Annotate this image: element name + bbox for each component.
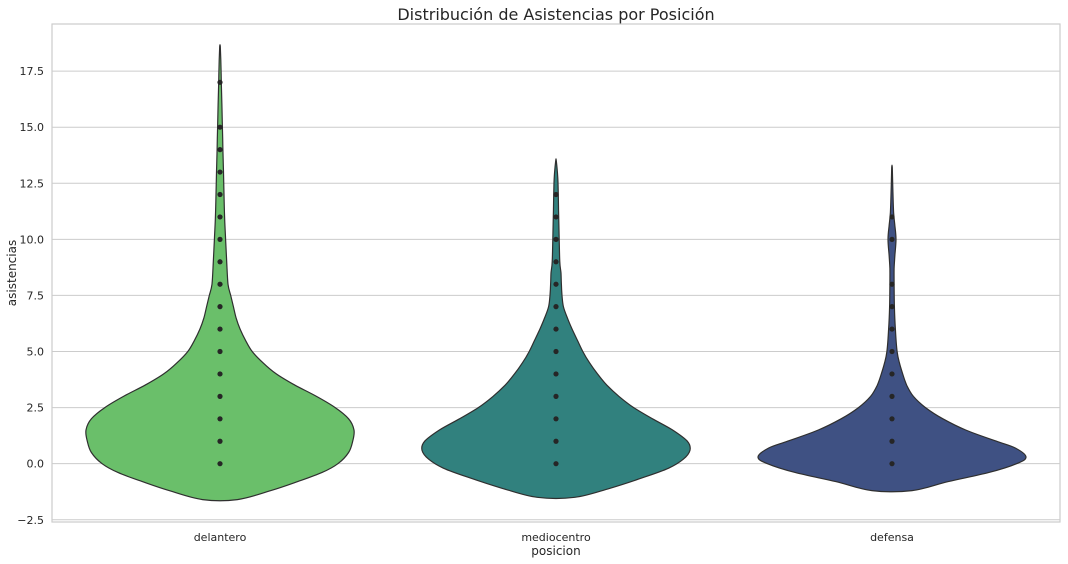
data-point — [889, 348, 895, 355]
data-point — [217, 461, 223, 467]
data-point — [553, 214, 559, 220]
data-point — [889, 371, 895, 377]
y-tick-label: 7.5 — [27, 289, 45, 302]
data-point — [889, 461, 895, 467]
data-point — [889, 236, 895, 242]
inner-points — [217, 79, 895, 467]
violin-delantero — [85, 44, 355, 502]
data-point — [553, 304, 559, 310]
y-axis-label: asistencias — [5, 240, 19, 306]
data-point — [553, 461, 559, 467]
data-point — [217, 393, 223, 399]
data-point — [553, 281, 559, 287]
violins — [85, 44, 1027, 502]
x-tick-labels: delantero mediocentro defensa — [194, 531, 914, 544]
data-point — [889, 416, 895, 422]
y-tick-label: −2.5 — [17, 514, 44, 527]
x-tick-label: mediocentro — [521, 531, 591, 544]
x-tick-label: delantero — [194, 531, 247, 544]
data-point — [217, 79, 223, 85]
data-point — [889, 326, 895, 332]
y-tick-label: 17.5 — [20, 65, 45, 78]
data-point — [553, 259, 559, 265]
data-point — [553, 371, 559, 377]
data-point — [889, 393, 895, 399]
data-point — [553, 326, 559, 332]
plot-frame — [51, 23, 1061, 523]
data-point — [217, 438, 223, 444]
x-axis-label: posicion — [531, 544, 580, 558]
data-point — [553, 438, 559, 444]
data-point — [217, 191, 223, 198]
data-point — [889, 438, 895, 444]
data-point — [553, 236, 559, 242]
data-point — [217, 371, 223, 377]
data-point — [217, 259, 223, 265]
data-point — [217, 304, 223, 310]
data-point — [889, 214, 895, 220]
y-tick-label: 12.5 — [20, 177, 45, 190]
data-point — [889, 281, 895, 287]
data-point — [217, 169, 223, 175]
data-point — [553, 348, 559, 355]
y-tick-label: 2.5 — [27, 402, 45, 415]
data-point — [889, 304, 895, 310]
chart-title: Distribución de Asistencias por Posición — [397, 5, 714, 24]
y-tick-label: 10.0 — [20, 233, 45, 246]
x-tick-label: defensa — [870, 531, 914, 544]
data-point — [553, 416, 559, 422]
y-tick-labels: −2.5 0.0 2.5 5.0 7.5 10.0 12.5 15.0 17.5 — [17, 65, 44, 527]
y-tick-label: 5.0 — [27, 346, 45, 359]
data-point — [217, 147, 223, 153]
data-point — [217, 348, 223, 355]
data-point — [217, 124, 223, 130]
y-tick-label: 0.0 — [27, 458, 45, 471]
data-point — [217, 281, 223, 287]
data-point — [217, 416, 223, 422]
data-point — [217, 326, 223, 332]
data-point — [553, 393, 559, 399]
y-tick-label: 15.0 — [20, 121, 45, 134]
data-point — [217, 236, 223, 242]
data-point — [217, 214, 223, 220]
data-point — [553, 191, 559, 198]
